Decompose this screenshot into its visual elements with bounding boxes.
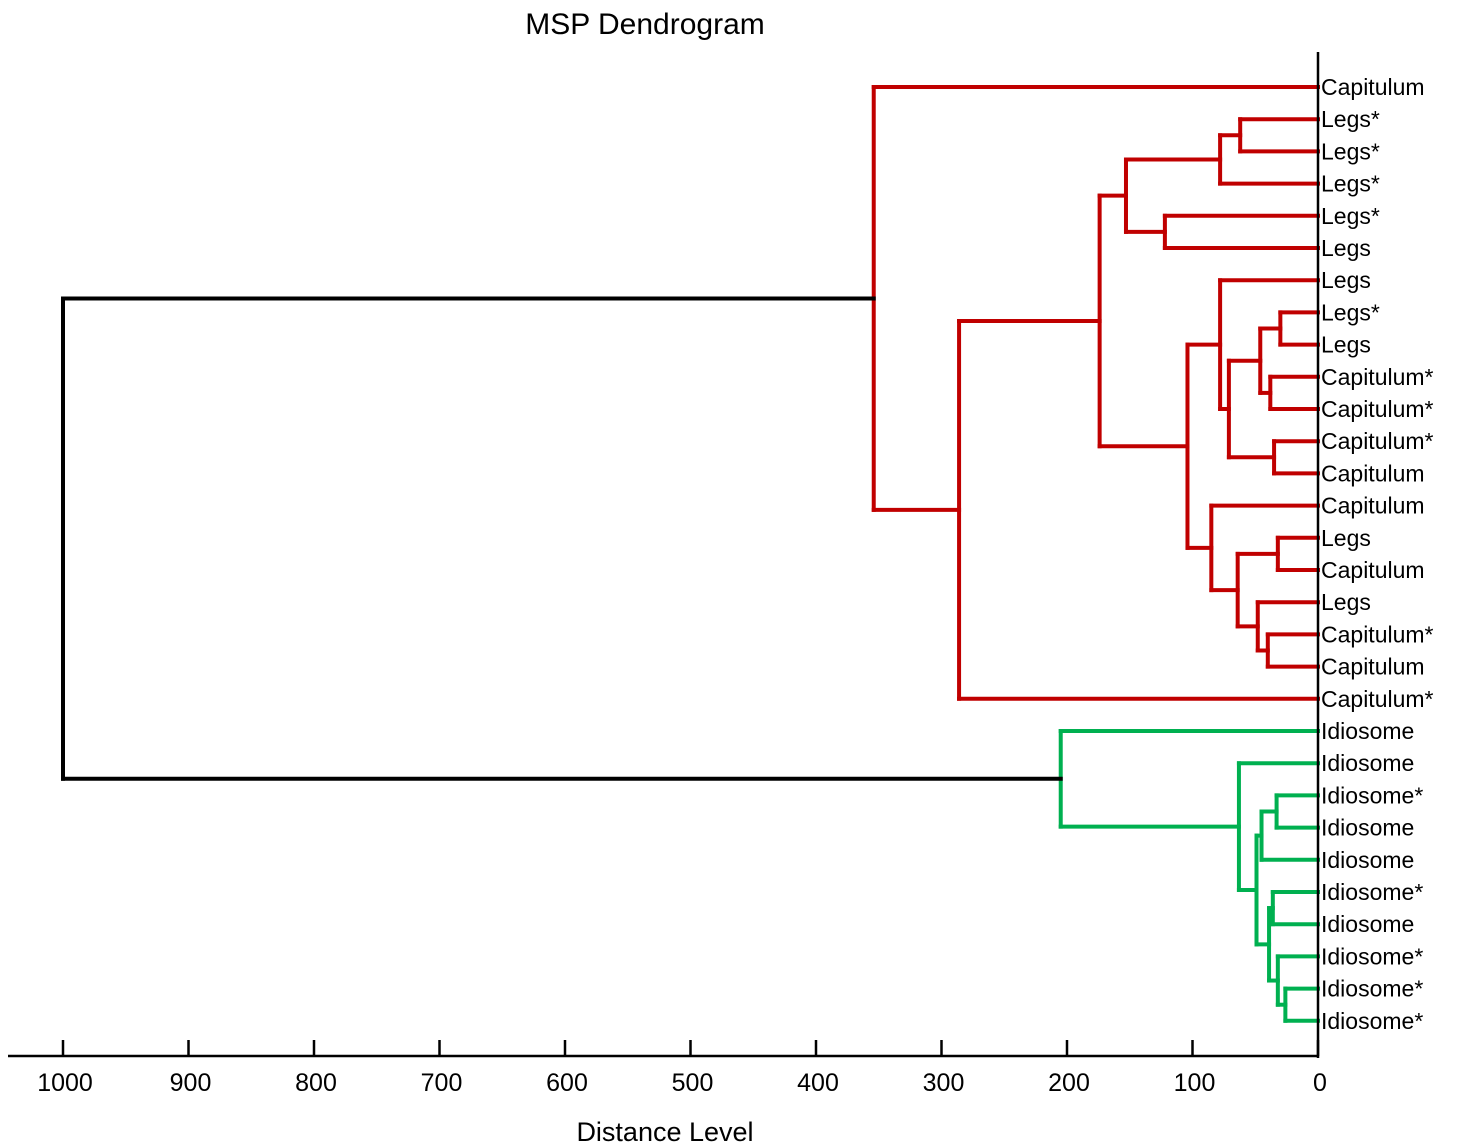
leaf-label: Idiosome* bbox=[1321, 782, 1423, 808]
x-tick-label: 800 bbox=[295, 1069, 337, 1097]
leaf-label: Capitulum* bbox=[1321, 428, 1434, 454]
leaf-label: Capitulum bbox=[1321, 493, 1425, 519]
x-tick-label: 200 bbox=[1048, 1069, 1090, 1097]
x-axis-label: Distance Level bbox=[576, 1117, 753, 1147]
leaf-label: Idiosome bbox=[1321, 911, 1414, 937]
leaf-label: Legs* bbox=[1321, 106, 1380, 132]
x-axis-ticks: 1000 900 800 700 600 500 400 300 200 100 0 bbox=[37, 1040, 1327, 1097]
leaf-label: Legs* bbox=[1321, 299, 1380, 325]
x-tick-label: 0 bbox=[1313, 1069, 1327, 1097]
leaf-label: Legs bbox=[1321, 525, 1371, 551]
leaf-label: Idiosome bbox=[1321, 847, 1414, 873]
leaf-label: Legs bbox=[1321, 589, 1371, 615]
leaf-label: Legs bbox=[1321, 235, 1371, 261]
leaf-label: Idiosome bbox=[1321, 750, 1414, 776]
x-tick-label: 100 bbox=[1174, 1069, 1216, 1097]
x-tick-label: 1000 bbox=[37, 1069, 93, 1097]
x-tick-label: 500 bbox=[672, 1069, 714, 1097]
leaf-label: Legs bbox=[1321, 267, 1371, 293]
leaf-label: Idiosome* bbox=[1321, 976, 1423, 1002]
x-tick-label: 900 bbox=[170, 1069, 212, 1097]
leaf-label: Capitulum bbox=[1321, 74, 1425, 100]
leaf-label: Idiosome bbox=[1321, 815, 1414, 841]
chart-title: MSP Dendrogram bbox=[525, 8, 765, 41]
x-tick-label: 700 bbox=[421, 1069, 463, 1097]
leaf-label: Idiosome* bbox=[1321, 1008, 1423, 1034]
leaf-label: Capitulum bbox=[1321, 460, 1425, 486]
x-tick-label: 400 bbox=[797, 1069, 839, 1097]
leaf-label: Capitulum* bbox=[1321, 686, 1434, 712]
leaf-label: Capitulum* bbox=[1321, 364, 1434, 390]
leaf-label: Legs bbox=[1321, 332, 1371, 358]
leaf-label: Capitulum* bbox=[1321, 621, 1434, 647]
x-tick-label: 600 bbox=[546, 1069, 588, 1097]
leaf-label: Legs* bbox=[1321, 203, 1380, 229]
leaf-label: Legs* bbox=[1321, 171, 1380, 197]
x-tick-label: 300 bbox=[923, 1069, 965, 1097]
leaf-label: Capitulum bbox=[1321, 654, 1425, 680]
leaf-label: Capitulum* bbox=[1321, 396, 1434, 422]
leaf-label: Idiosome bbox=[1321, 718, 1414, 744]
leaf-label: Idiosome* bbox=[1321, 943, 1423, 969]
leaf-label: Legs* bbox=[1321, 138, 1380, 164]
leaf-label: Idiosome* bbox=[1321, 879, 1423, 905]
dendrogram-links bbox=[61, 85, 1320, 1023]
leaf-labels: Capitulum Legs* Legs* Legs* Legs* Legs Legs Leg… bbox=[1321, 74, 1434, 1034]
leaf-label: Capitulum bbox=[1321, 557, 1425, 583]
